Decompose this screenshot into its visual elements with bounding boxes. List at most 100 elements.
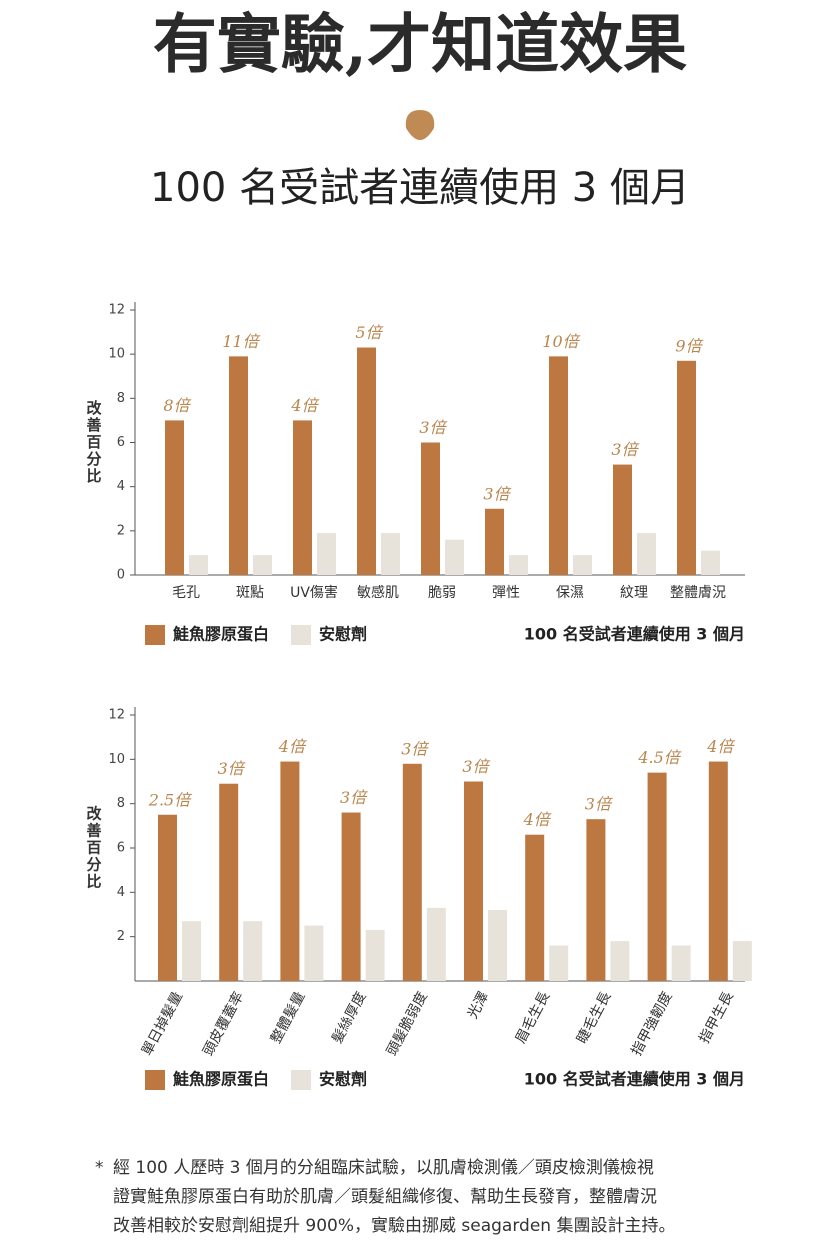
bar-annotation: 4倍 bbox=[290, 396, 319, 415]
y-tick-label: 10 bbox=[108, 347, 125, 362]
bar bbox=[488, 910, 507, 981]
bar-annotation: 10倍 bbox=[542, 332, 580, 351]
bar bbox=[229, 356, 248, 575]
bar-annotation: 2.5倍 bbox=[148, 790, 192, 809]
x-tick-label: 指甲生長 bbox=[696, 989, 736, 1046]
bar bbox=[525, 834, 545, 981]
footnote-marker: * bbox=[95, 1158, 104, 1178]
bar bbox=[243, 921, 263, 981]
bar-annotation: 3倍 bbox=[585, 795, 613, 814]
x-tick-label: 毛孔 bbox=[172, 585, 200, 601]
bar bbox=[610, 941, 630, 981]
x-tick-label: 敏感肌 bbox=[357, 584, 399, 601]
x-tick-label: 單日掉髮量 bbox=[139, 989, 186, 1058]
x-tick-label: 睫毛生長 bbox=[574, 989, 614, 1046]
bar bbox=[357, 347, 376, 575]
bar bbox=[445, 539, 464, 575]
bar-annotation: 3倍 bbox=[483, 484, 511, 503]
bar-annotation: 8倍 bbox=[163, 396, 191, 415]
x-tick-label: 髮絲厚度 bbox=[329, 989, 369, 1046]
bar-annotation: 3倍 bbox=[401, 739, 429, 758]
legend-label: 安慰劑 bbox=[319, 625, 367, 644]
subtitle: 100 名受試者連續使用 3 個月 bbox=[150, 165, 690, 211]
bar bbox=[426, 907, 446, 981]
x-tick-label: 指甲強韌度 bbox=[629, 989, 676, 1058]
y-tick-label: 8 bbox=[117, 391, 125, 406]
bar bbox=[381, 533, 400, 575]
x-tick-label: 脆弱 bbox=[428, 584, 456, 601]
legend-swatch bbox=[291, 625, 312, 645]
bar bbox=[421, 442, 440, 575]
bar-annotation: 4.5倍 bbox=[637, 748, 681, 767]
footnote-line: 改善相較於安慰劑組提升 900%，實驗由挪威 seagarden 集團設計主持。 bbox=[113, 1216, 675, 1236]
footnote-line: 證實鮭魚膠原蛋白有助於肌膚／頭髮組織修復、幫助生長發育，整體膚況 bbox=[113, 1187, 657, 1207]
y-axis-label: 改善百分比 bbox=[85, 805, 103, 891]
legend-swatch bbox=[145, 625, 165, 645]
bar-annotation: 3倍 bbox=[462, 757, 490, 776]
bar bbox=[485, 508, 504, 575]
bar bbox=[402, 763, 422, 981]
bar-annotation: 3倍 bbox=[611, 440, 639, 459]
shell-icon bbox=[405, 110, 435, 140]
y-axis-label: 改善百分比 bbox=[85, 399, 103, 485]
bar bbox=[293, 420, 312, 575]
bar bbox=[280, 761, 300, 981]
y-tick-label: 12 bbox=[108, 303, 125, 318]
x-tick-label: 光澤 bbox=[465, 989, 492, 1021]
bar bbox=[365, 930, 385, 981]
bar bbox=[189, 555, 208, 575]
x-tick-label: 整體膚況 bbox=[670, 585, 726, 601]
bar bbox=[182, 921, 201, 981]
bar bbox=[647, 772, 667, 981]
y-tick-label: 12 bbox=[108, 708, 125, 723]
legend-swatch bbox=[145, 1070, 165, 1090]
bar bbox=[586, 819, 606, 981]
y-tick-label: 0 bbox=[117, 568, 125, 583]
chart-note: 100 名受試者連續使用 3 個月 bbox=[524, 1070, 745, 1089]
bar bbox=[219, 783, 239, 981]
x-tick-label: 斑點 bbox=[236, 585, 264, 601]
bar-annotation: 4倍 bbox=[706, 737, 735, 756]
y-tick-label: 6 bbox=[117, 435, 125, 450]
bar bbox=[509, 555, 528, 575]
bar bbox=[671, 945, 691, 981]
bar bbox=[677, 360, 696, 575]
x-tick-label: UV傷害 bbox=[290, 585, 338, 601]
x-tick-label: 頭髮脆弱度 bbox=[383, 989, 431, 1059]
x-tick-label: 紋理 bbox=[620, 585, 648, 601]
bar bbox=[549, 945, 569, 981]
y-tick-label: 2 bbox=[117, 523, 125, 538]
bar-annotation: 3倍 bbox=[218, 759, 246, 778]
bar-annotation: 3倍 bbox=[340, 788, 368, 807]
y-tick-label: 8 bbox=[117, 796, 125, 811]
bar bbox=[341, 812, 361, 981]
bar bbox=[732, 941, 752, 981]
chart-note: 100 名受試者連續使用 3 個月 bbox=[524, 625, 745, 644]
x-tick-label: 保濕 bbox=[556, 585, 584, 601]
bar bbox=[701, 550, 720, 575]
legend-label: 鮭魚膠原蛋白 bbox=[172, 1070, 269, 1089]
x-tick-label: 頭皮覆蓋率 bbox=[199, 989, 247, 1059]
bar-annotation: 11倍 bbox=[222, 332, 260, 351]
legend-label: 安慰劑 bbox=[319, 1070, 367, 1089]
bar-annotation: 5倍 bbox=[355, 323, 383, 342]
x-tick-label: 眉毛生長 bbox=[513, 989, 553, 1046]
bar bbox=[158, 814, 177, 981]
bar bbox=[549, 356, 568, 575]
bar bbox=[165, 420, 184, 575]
y-tick-label: 10 bbox=[108, 752, 125, 767]
x-tick-label: 彈性 bbox=[492, 585, 520, 601]
legend-swatch bbox=[291, 1070, 312, 1090]
bar bbox=[708, 761, 728, 981]
bar-annotation: 4倍 bbox=[278, 737, 307, 756]
y-tick-label: 6 bbox=[117, 841, 125, 856]
bar bbox=[304, 925, 324, 981]
y-tick-label: 2 bbox=[117, 929, 125, 944]
bar-annotation: 4倍 bbox=[523, 810, 552, 829]
legend-label: 鮭魚膠原蛋白 bbox=[172, 625, 269, 644]
title: 有實驗,才知道效果 bbox=[153, 8, 687, 83]
y-tick-label: 4 bbox=[117, 885, 125, 900]
bar bbox=[613, 464, 632, 575]
bar bbox=[253, 555, 272, 575]
bar bbox=[464, 781, 483, 981]
